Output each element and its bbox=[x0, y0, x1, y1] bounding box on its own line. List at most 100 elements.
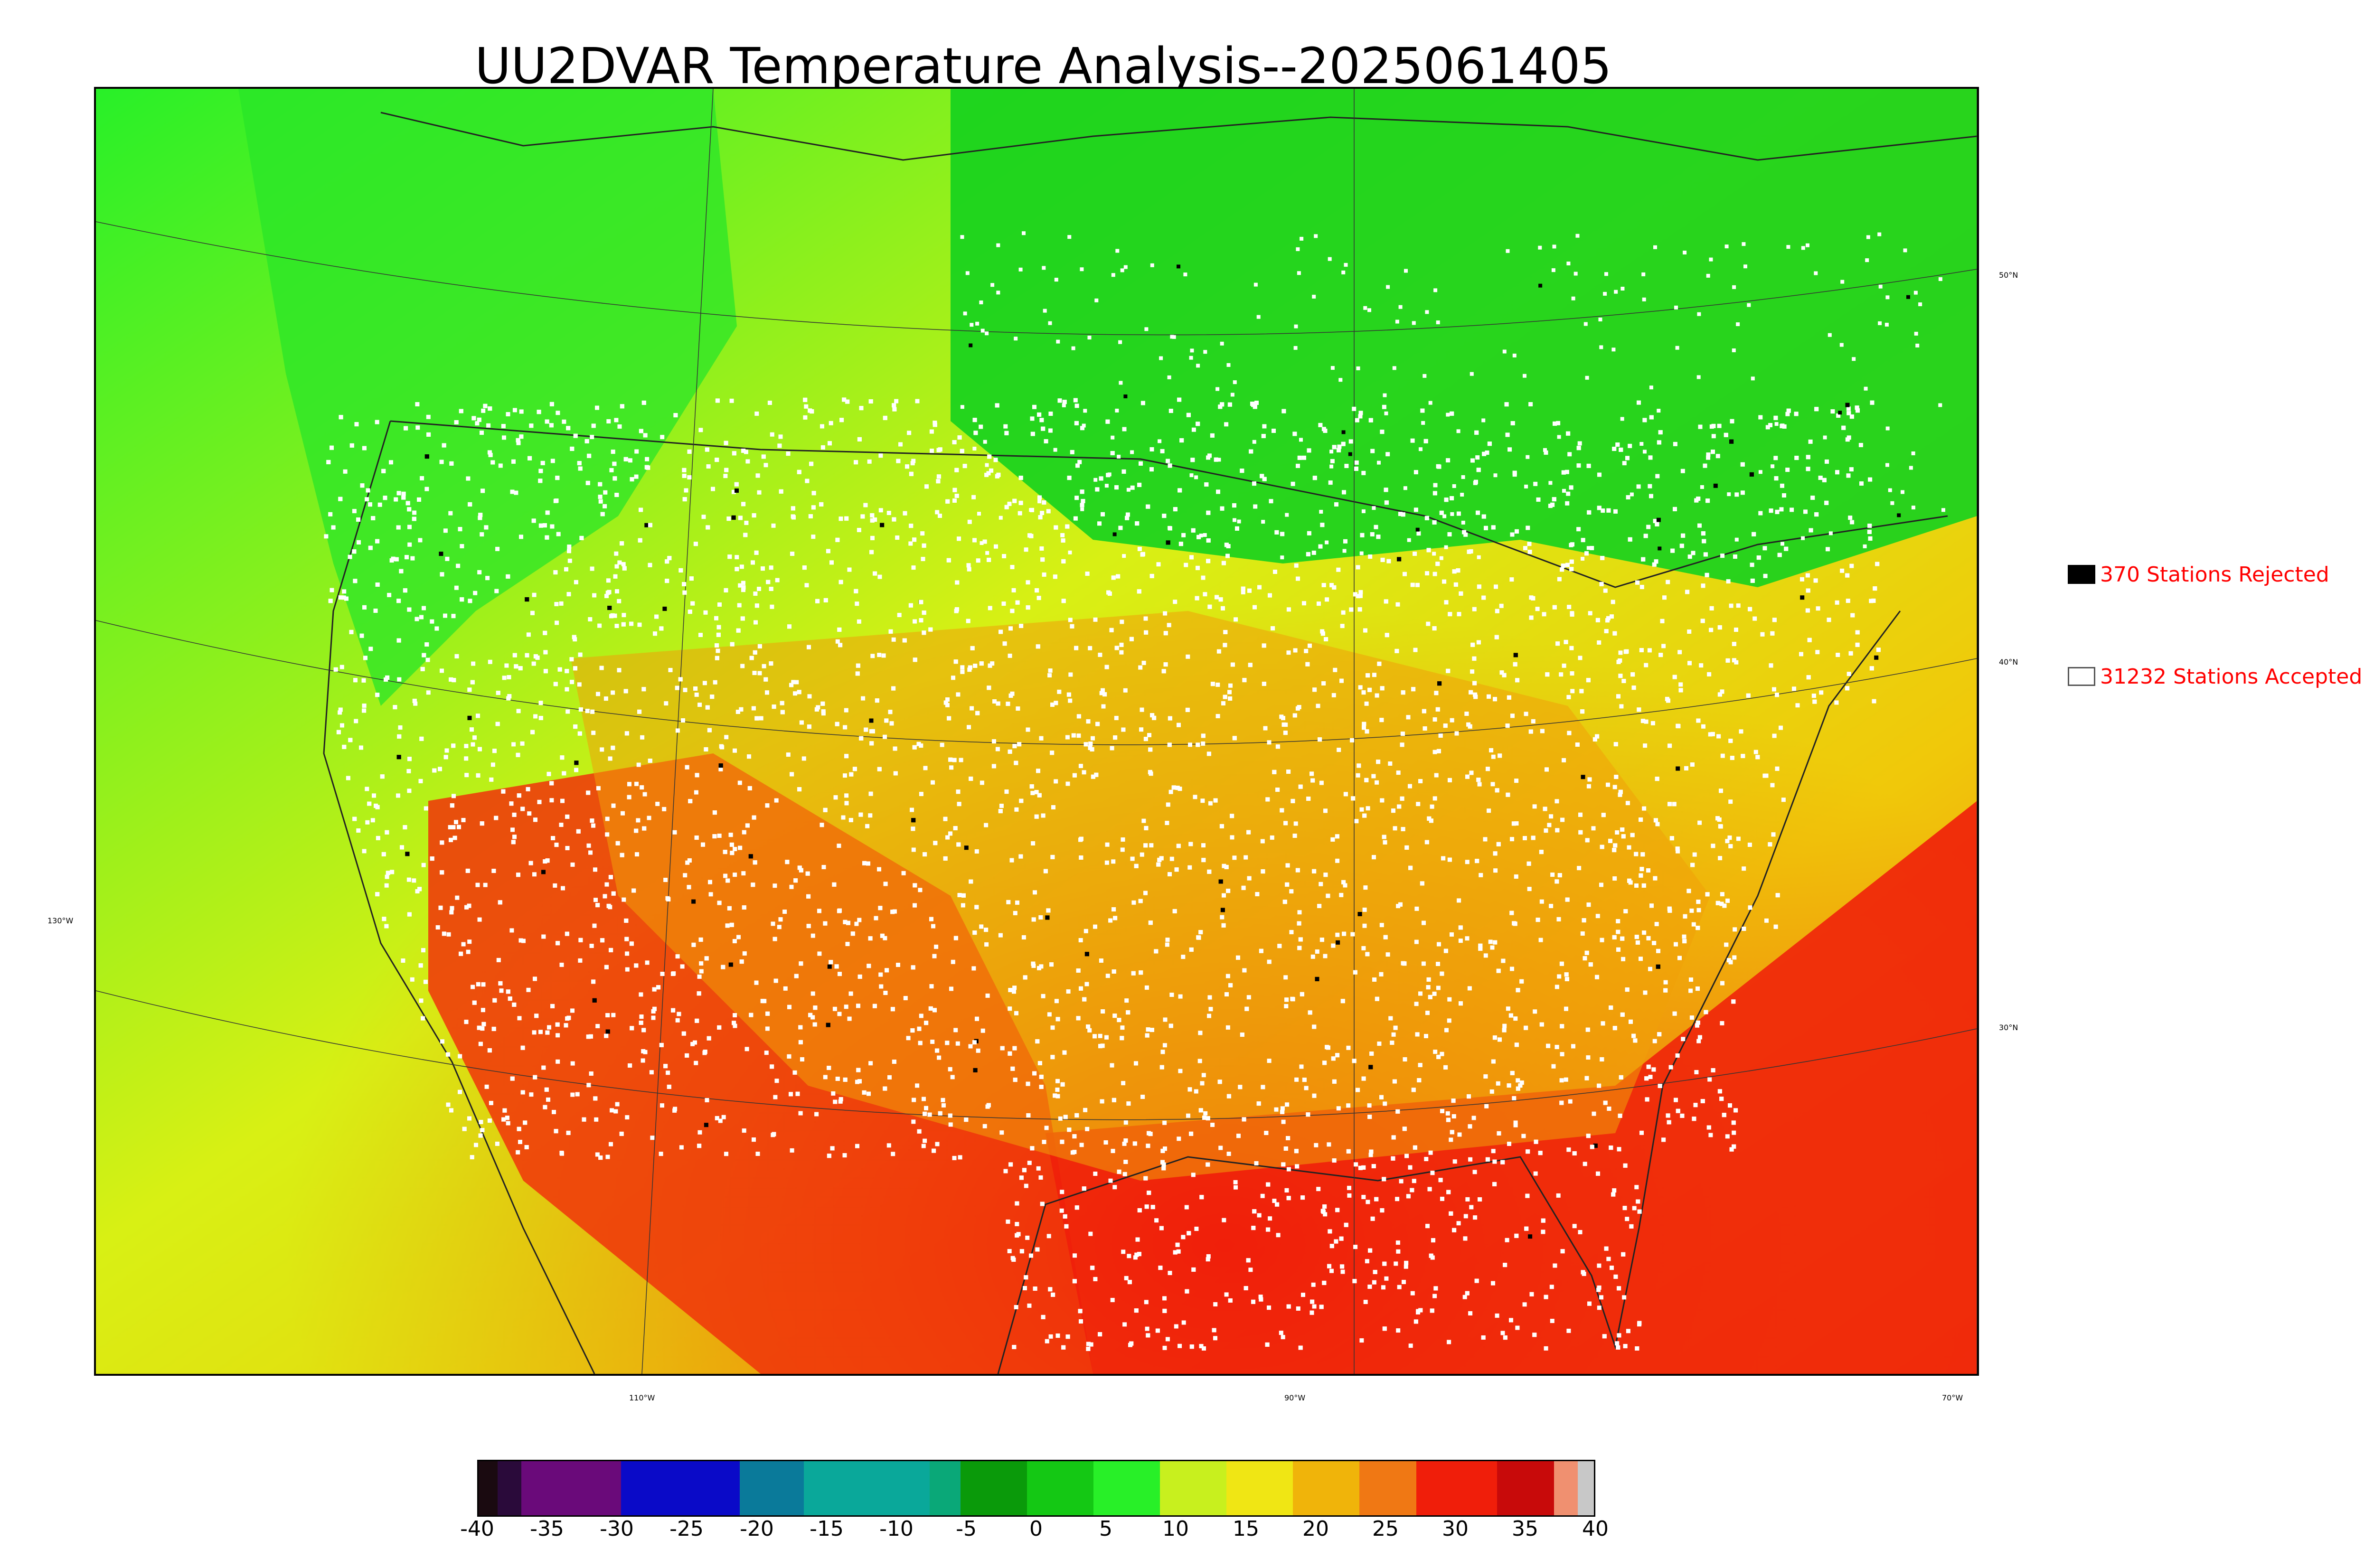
accepted-station-marker bbox=[1060, 1139, 1065, 1144]
accepted-station-marker bbox=[1414, 906, 1419, 911]
accepted-station-marker bbox=[868, 399, 873, 404]
accepted-station-marker bbox=[1423, 439, 1428, 443]
accepted-station-marker bbox=[1780, 483, 1784, 488]
accepted-station-marker bbox=[1206, 510, 1211, 515]
accepted-station-marker bbox=[1358, 593, 1363, 598]
accepted-station-marker bbox=[1403, 1057, 1407, 1061]
accepted-station-marker bbox=[627, 795, 631, 799]
accepted-station-marker bbox=[774, 798, 779, 803]
accepted-station-marker bbox=[578, 707, 583, 712]
accepted-station-marker bbox=[1033, 890, 1037, 895]
accepted-station-marker bbox=[1533, 1171, 1538, 1176]
accepted-station-marker bbox=[1260, 474, 1264, 479]
accepted-station-marker bbox=[1819, 690, 1824, 695]
accepted-station-marker bbox=[1536, 497, 1541, 502]
accepted-station-marker bbox=[1642, 930, 1647, 935]
accepted-station-marker bbox=[683, 687, 688, 692]
accepted-station-marker bbox=[1242, 1117, 1246, 1122]
accepted-station-marker bbox=[595, 1024, 600, 1028]
accepted-station-marker bbox=[1617, 1286, 1621, 1291]
accepted-station-marker bbox=[1475, 455, 1480, 460]
accepted-station-marker bbox=[1093, 1277, 1098, 1281]
accepted-station-marker bbox=[1048, 668, 1053, 673]
accepted-station-marker bbox=[724, 468, 729, 472]
accepted-station-marker bbox=[706, 525, 710, 530]
accepted-station-marker bbox=[1178, 1343, 1182, 1348]
accepted-station-marker bbox=[1404, 1264, 1408, 1269]
accepted-station-marker bbox=[1773, 924, 1778, 929]
accepted-station-marker bbox=[362, 708, 367, 713]
accepted-station-marker bbox=[1729, 1147, 1734, 1152]
accepted-station-marker bbox=[1570, 671, 1574, 676]
accepted-station-marker bbox=[1181, 955, 1186, 959]
accepted-station-marker bbox=[1491, 754, 1496, 759]
accepted-station-marker bbox=[1570, 542, 1574, 547]
accepted-station-marker bbox=[1258, 1295, 1263, 1299]
accepted-station-marker bbox=[594, 1117, 599, 1122]
accepted-station-marker bbox=[405, 501, 410, 506]
accepted-station-marker bbox=[1335, 858, 1340, 863]
accepted-station-marker bbox=[1234, 617, 1238, 622]
accepted-station-marker bbox=[1207, 995, 1212, 1000]
accepted-station-marker bbox=[1457, 1132, 1462, 1137]
accepted-station-marker bbox=[685, 1053, 689, 1058]
accepted-station-marker bbox=[1750, 578, 1755, 583]
accepted-station-marker bbox=[1019, 624, 1024, 628]
accepted-station-marker bbox=[1703, 552, 1708, 557]
accepted-station-marker bbox=[1340, 999, 1345, 1004]
accepted-station-marker bbox=[1073, 398, 1078, 403]
accepted-station-marker bbox=[1207, 1014, 1211, 1018]
rejected-station-marker bbox=[1528, 1234, 1533, 1239]
accepted-station-marker bbox=[1585, 1027, 1590, 1032]
accepted-station-marker bbox=[1037, 495, 1042, 500]
accepted-station-marker bbox=[1496, 968, 1501, 973]
rejected-station-marker bbox=[964, 845, 969, 850]
accepted-station-marker bbox=[531, 518, 536, 523]
accepted-station-marker bbox=[577, 731, 582, 736]
accepted-station-marker bbox=[1110, 1298, 1115, 1302]
accepted-station-marker bbox=[941, 1103, 946, 1108]
accepted-station-marker bbox=[1516, 988, 1520, 993]
accepted-station-marker bbox=[342, 589, 347, 594]
accepted-station-marker bbox=[485, 576, 490, 581]
accepted-station-marker bbox=[458, 1089, 462, 1094]
accepted-station-marker bbox=[1740, 490, 1745, 495]
accepted-station-marker bbox=[1029, 1253, 1033, 1258]
accepted-station-marker bbox=[1286, 607, 1291, 612]
accepted-station-marker bbox=[933, 841, 938, 845]
accepted-station-marker bbox=[420, 667, 425, 671]
accepted-station-marker bbox=[1119, 650, 1124, 655]
accepted-station-marker bbox=[1532, 1333, 1537, 1337]
accepted-station-marker bbox=[1623, 1344, 1628, 1349]
accepted-station-marker bbox=[1306, 552, 1310, 556]
rejected-station-marker bbox=[1749, 472, 1754, 477]
accepted-station-marker bbox=[1003, 424, 1008, 429]
accepted-station-marker bbox=[585, 480, 590, 485]
accepted-station-marker bbox=[1042, 500, 1046, 505]
accepted-station-marker bbox=[532, 592, 537, 597]
accepted-station-marker bbox=[634, 963, 639, 968]
accepted-station-marker bbox=[1185, 1289, 1189, 1294]
accepted-station-marker bbox=[510, 489, 515, 494]
accepted-station-marker bbox=[1597, 640, 1602, 645]
rejected-station-marker bbox=[1357, 912, 1362, 916]
accepted-station-marker bbox=[1327, 1142, 1331, 1147]
accepted-station-marker bbox=[1431, 1238, 1435, 1243]
accepted-station-marker bbox=[1691, 551, 1696, 555]
accepted-station-marker bbox=[858, 812, 863, 817]
accepted-station-marker bbox=[1488, 939, 1493, 944]
accepted-station-marker bbox=[512, 408, 517, 413]
accepted-station-marker bbox=[365, 497, 369, 502]
accepted-station-marker bbox=[488, 452, 493, 457]
accepted-station-marker bbox=[1449, 1211, 1453, 1216]
accepted-station-marker bbox=[1323, 808, 1328, 813]
accepted-station-marker bbox=[842, 1153, 847, 1158]
accepted-station-marker bbox=[1025, 1235, 1030, 1240]
accepted-station-marker bbox=[1580, 709, 1585, 714]
accepted-station-marker bbox=[1349, 607, 1354, 612]
accepted-station-marker bbox=[1332, 1079, 1337, 1084]
accepted-station-marker bbox=[1695, 1023, 1699, 1028]
rejected-station-marker bbox=[574, 761, 579, 765]
accepted-station-marker bbox=[1363, 1300, 1368, 1304]
accepted-station-marker bbox=[698, 428, 703, 432]
